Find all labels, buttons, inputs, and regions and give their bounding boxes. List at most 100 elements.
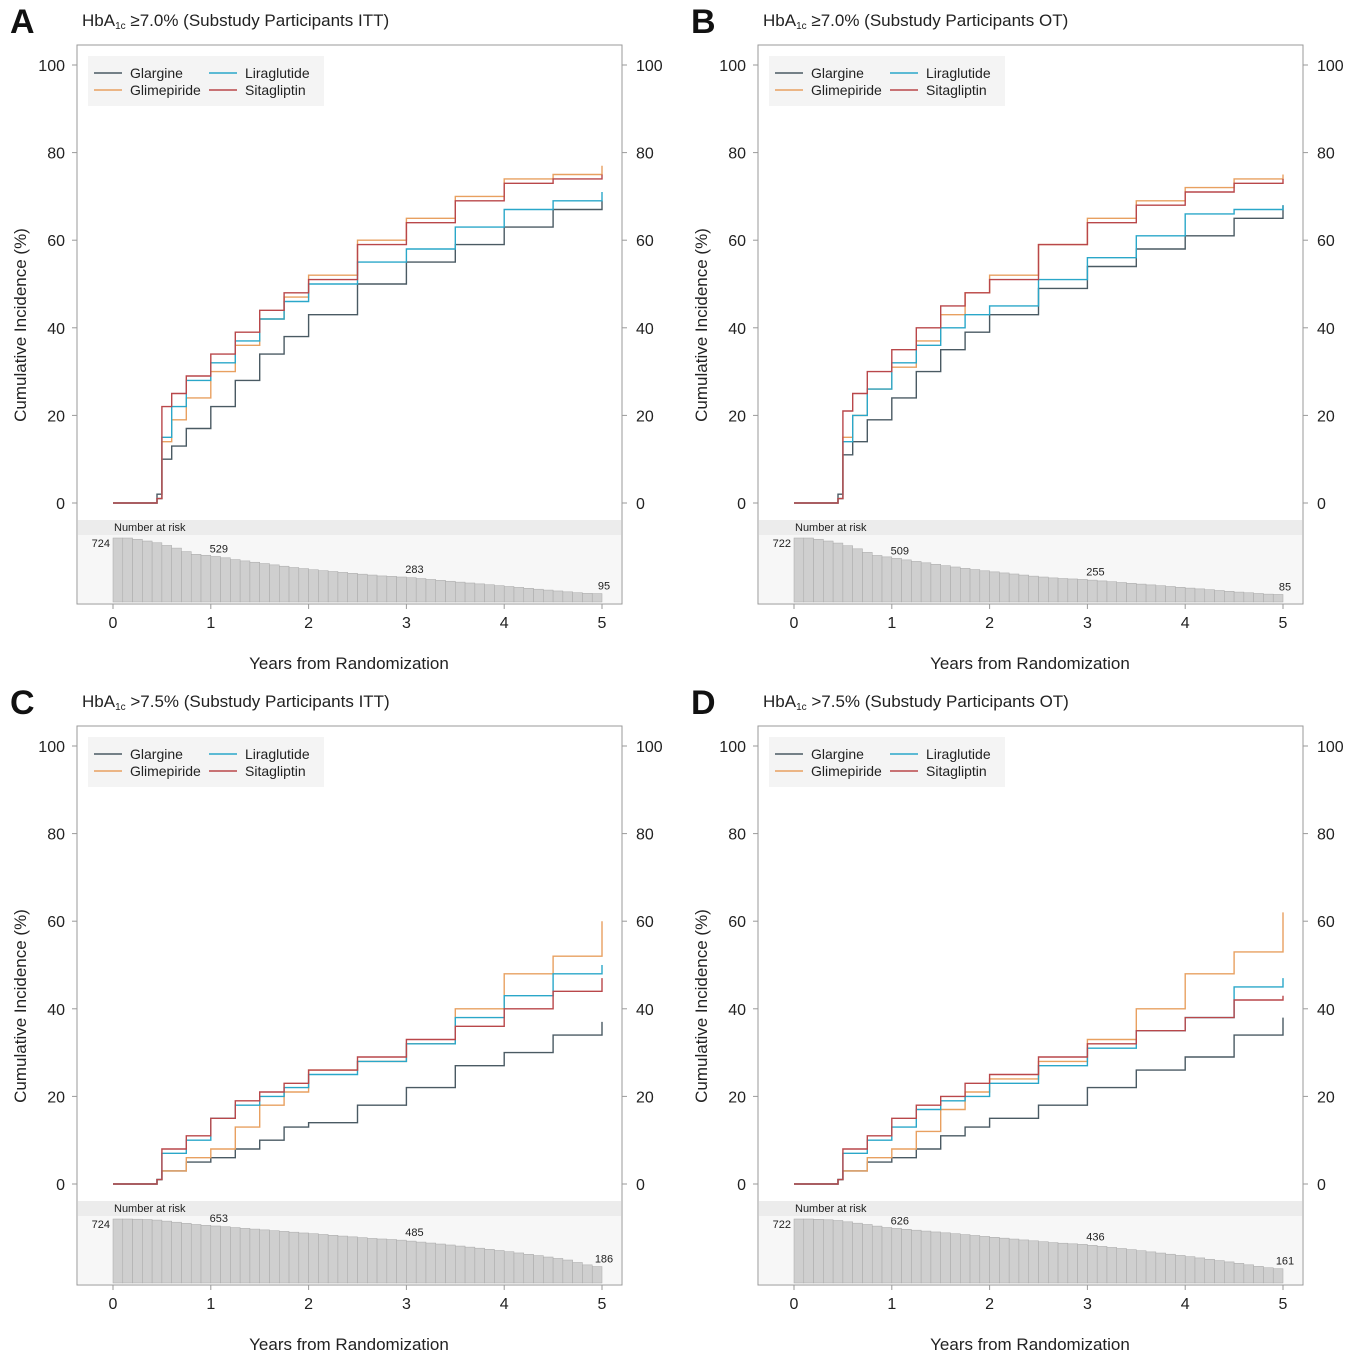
risk-bar bbox=[406, 1240, 417, 1284]
y-tick-label-left: 20 bbox=[728, 1089, 746, 1106]
risk-bar bbox=[1243, 1264, 1254, 1284]
risk-bar bbox=[979, 570, 990, 603]
risk-table-title: Number at risk bbox=[114, 522, 186, 534]
risk-bar bbox=[367, 574, 378, 603]
risk-bar bbox=[950, 1233, 961, 1284]
risk-bar bbox=[279, 565, 290, 603]
risk-bar bbox=[1048, 577, 1059, 603]
legend-label-glimepiride: Glimepiride bbox=[811, 763, 882, 779]
risk-bar bbox=[572, 592, 583, 603]
x-tick-label: 5 bbox=[598, 615, 607, 632]
y-tick-label-right: 80 bbox=[636, 827, 654, 844]
y-tick-label-right: 40 bbox=[1317, 1002, 1335, 1019]
risk-bar bbox=[415, 1241, 427, 1284]
y-tick-label-left: 0 bbox=[56, 1177, 65, 1194]
risk-bar bbox=[210, 556, 221, 603]
x-tick-label: 4 bbox=[1181, 615, 1190, 632]
chart-panel-b: B HbA1c ≥7.0% (Substudy Participants OT) 0… bbox=[691, 3, 1344, 673]
risk-bar bbox=[220, 557, 231, 603]
x-axis-title: Years from Randomization bbox=[930, 654, 1130, 673]
risk-bar bbox=[920, 1230, 932, 1284]
risk-bar bbox=[1272, 594, 1284, 603]
legend-label-liraglutide: Liraglutide bbox=[926, 746, 991, 762]
y-tick-label-right: 60 bbox=[636, 233, 654, 250]
risk-bar bbox=[920, 562, 932, 603]
legend-label-glimepiride: Glimepiride bbox=[130, 82, 201, 98]
x-tick-label: 4 bbox=[500, 615, 509, 632]
y-tick-label-right: 80 bbox=[636, 146, 654, 163]
risk-bar bbox=[474, 1247, 485, 1284]
risk-bar bbox=[259, 563, 270, 603]
risk-bar bbox=[308, 569, 319, 603]
risk-bar bbox=[543, 589, 554, 603]
risk-bar bbox=[1204, 589, 1215, 603]
risk-bar bbox=[1224, 1261, 1235, 1284]
risk-bar bbox=[572, 1262, 583, 1284]
y-axis-title: Cumulative Incidence (%) bbox=[692, 228, 711, 422]
risk-bar bbox=[190, 554, 202, 603]
x-tick-label: 3 bbox=[402, 1296, 411, 1313]
panel-title: HbA1c >7.5% (Substudy Participants ITT) bbox=[82, 692, 390, 713]
risk-bar bbox=[1194, 1257, 1206, 1284]
series-line-sitagliptin bbox=[113, 978, 603, 1185]
risk-table-header bbox=[759, 520, 1302, 535]
risk-bar bbox=[960, 568, 971, 603]
risk-bar bbox=[327, 1235, 339, 1284]
risk-bar bbox=[1116, 1248, 1127, 1284]
risk-bar bbox=[940, 1232, 951, 1284]
risk-bar bbox=[562, 591, 573, 603]
risk-bar bbox=[220, 1226, 231, 1284]
risk-bar bbox=[347, 573, 358, 603]
risk-bar bbox=[1224, 591, 1235, 603]
risk-bar bbox=[455, 1245, 466, 1284]
risk-bar bbox=[298, 568, 309, 603]
risk-bar bbox=[1008, 1238, 1020, 1284]
risk-bar bbox=[969, 1235, 981, 1284]
risk-bar bbox=[455, 581, 466, 603]
risk-bar bbox=[200, 1225, 212, 1284]
risk-bar bbox=[862, 1224, 873, 1284]
risk-bar bbox=[269, 564, 280, 603]
risk-bar bbox=[930, 563, 941, 603]
y-tick-label-right: 40 bbox=[1317, 321, 1335, 338]
risk-count-label: 722 bbox=[773, 538, 791, 550]
chart-panel-a: A HbA1c ≥7.0% (Substudy Participants ITT)… bbox=[10, 3, 663, 673]
risk-bar bbox=[930, 1231, 941, 1284]
risk-bar bbox=[1263, 1267, 1274, 1284]
risk-bar bbox=[1243, 592, 1254, 603]
y-tick-label-right: 80 bbox=[1317, 146, 1335, 163]
risk-table-header bbox=[78, 1201, 621, 1216]
risk-bar bbox=[1126, 583, 1137, 603]
risk-bar bbox=[1233, 1263, 1245, 1284]
legend-label-glargine: Glargine bbox=[811, 65, 864, 81]
y-tick-label-left: 80 bbox=[47, 827, 65, 844]
risk-bar bbox=[852, 1222, 863, 1284]
risk-bar bbox=[832, 542, 844, 603]
risk-bar bbox=[1018, 1239, 1029, 1284]
risk-bar bbox=[396, 1239, 407, 1284]
risk-bar bbox=[1126, 1249, 1137, 1284]
risk-bar bbox=[901, 559, 912, 603]
risk-bar bbox=[871, 555, 883, 603]
panel-title: HbA1c ≥7.0% (Substudy Participants OT) bbox=[763, 11, 1068, 32]
risk-bar bbox=[1018, 574, 1029, 603]
risk-bar bbox=[464, 582, 476, 603]
legend-box bbox=[769, 737, 1005, 787]
legend-label-glargine: Glargine bbox=[811, 746, 864, 762]
risk-bar bbox=[901, 1229, 912, 1284]
risk-count-label: 509 bbox=[891, 545, 909, 557]
x-tick-label: 0 bbox=[790, 615, 799, 632]
risk-count-label: 85 bbox=[1279, 581, 1291, 593]
risk-bar bbox=[803, 1218, 814, 1284]
risk-bar bbox=[989, 1237, 1000, 1284]
x-tick-label: 0 bbox=[109, 1296, 118, 1313]
y-tick-label-right: 0 bbox=[1317, 1177, 1326, 1194]
y-tick-label-left: 20 bbox=[728, 408, 746, 425]
risk-bar bbox=[1155, 585, 1166, 603]
y-tick-label-right: 100 bbox=[636, 58, 663, 75]
risk-bar bbox=[1096, 1246, 1108, 1284]
risk-bar bbox=[1096, 580, 1108, 603]
risk-bar bbox=[190, 1224, 202, 1284]
